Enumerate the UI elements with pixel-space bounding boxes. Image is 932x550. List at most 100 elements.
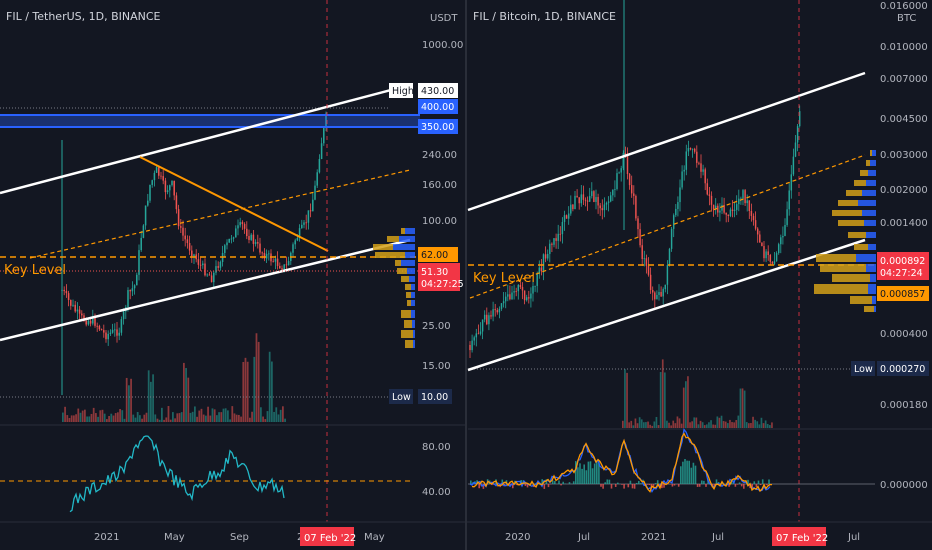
right-candle [504, 296, 507, 302]
left-volume-bar [189, 412, 192, 422]
left-candle [263, 253, 266, 259]
right-candle [473, 337, 475, 341]
right-candle [767, 251, 769, 256]
right-candle [637, 218, 639, 230]
left-candle [237, 225, 239, 229]
right-volume-bar [659, 372, 662, 428]
right-volume-bar [733, 422, 735, 428]
right-histogram-bar [688, 460, 690, 484]
right-histogram-bar [671, 484, 674, 487]
right-profile-bar [838, 200, 858, 206]
left-volume-bar [194, 406, 196, 422]
right-candle [710, 195, 713, 205]
right-histogram-bar [654, 483, 657, 484]
left-volume-bar [235, 414, 238, 422]
right-histogram-bar [652, 484, 655, 488]
left-osc-tick-80: 80.00 [422, 442, 451, 453]
right-volume-bar [653, 421, 656, 428]
right-chart-pane[interactable]: Key Level FIL / Bitcoin, 1D, BINANCE BTC… [467, 0, 932, 546]
left-candle [133, 285, 136, 289]
right-volume-bar [670, 425, 672, 428]
right-histogram-bar [768, 479, 770, 484]
left-chart-pane[interactable]: Key Level FIL / TetherUS, 1D, BINANCE US… [0, 0, 465, 546]
right-candle [643, 258, 646, 260]
left-volume-bar [246, 361, 249, 422]
left-candle [129, 290, 131, 292]
right-candle [515, 291, 517, 292]
right-histogram-bar [604, 482, 606, 484]
left-volume-bars [62, 333, 286, 422]
right-histogram-bar [551, 480, 554, 484]
left-volume-bar [158, 419, 161, 422]
left-last-price-value: 51.30 [421, 267, 448, 278]
right-candle [641, 245, 643, 259]
right-ytick-007: 0.007000 [880, 74, 928, 85]
right-volume-bar [701, 422, 704, 428]
right-candle [580, 194, 583, 204]
right-volume-bar [676, 416, 679, 428]
right-candle [780, 237, 782, 245]
right-profile-bar [870, 160, 876, 166]
left-candle [230, 238, 233, 240]
right-candle [597, 197, 599, 206]
right-histogram-bar [596, 461, 598, 484]
right-candle [794, 142, 797, 157]
right-candle [798, 111, 801, 127]
left-candle [173, 180, 175, 196]
right-candle [689, 148, 692, 150]
right-candle [725, 212, 727, 215]
right-xtick-jul: Jul [577, 532, 590, 543]
left-candle [202, 263, 204, 266]
right-candle [523, 290, 526, 301]
left-candle [281, 268, 283, 270]
right-volume-bar [685, 381, 687, 428]
right-histogram-bar [696, 484, 699, 487]
left-volume-bar [196, 416, 198, 422]
right-candle [777, 244, 780, 254]
right-histogram-bar [715, 479, 718, 484]
left-candle [164, 180, 167, 193]
left-volume-bar [251, 411, 253, 422]
right-candle [496, 310, 499, 313]
left-volume-bar [123, 418, 126, 422]
right-candle [681, 171, 683, 188]
right-histogram-bar [738, 482, 741, 484]
right-volume-bar [638, 417, 641, 428]
right-histogram-bar [728, 484, 730, 487]
left-volume-bar [262, 416, 264, 422]
left-channel-upper [0, 83, 411, 195]
right-ytick-0: 0.000000 [880, 480, 928, 491]
right-candle [624, 153, 627, 156]
right-candle [654, 292, 656, 300]
right-candle [708, 194, 711, 196]
left-volume-bar [119, 408, 121, 422]
left-volume-bar [244, 357, 247, 422]
right-profile-bar [874, 306, 876, 312]
right-volume-bar [687, 376, 689, 428]
right-volume-bar [630, 420, 633, 428]
right-histogram-bar [581, 468, 583, 484]
right-histogram-bar [638, 480, 640, 484]
right-candle [687, 148, 690, 152]
right-volume-bar [678, 418, 681, 428]
right-volume-bar [720, 415, 723, 428]
left-ytick-160: 160.00 [422, 180, 457, 191]
right-candle [702, 169, 704, 172]
left-volume-bar [125, 377, 128, 422]
right-histogram-bar [478, 484, 480, 489]
right-candle [670, 228, 673, 249]
right-candle [763, 246, 765, 259]
left-ytick-15: 15.00 [422, 361, 451, 372]
right-candle [635, 195, 637, 219]
right-volume-bar [682, 387, 685, 428]
right-volume-bar [632, 425, 635, 428]
right-histogram-bar [663, 484, 665, 488]
left-volume-bar [132, 414, 135, 422]
left-volume-bar [209, 415, 212, 422]
left-candle [261, 252, 263, 254]
left-candle [67, 293, 70, 301]
left-volume-bar [92, 407, 95, 422]
right-volume-bar [668, 422, 670, 428]
right-candle [471, 340, 473, 351]
